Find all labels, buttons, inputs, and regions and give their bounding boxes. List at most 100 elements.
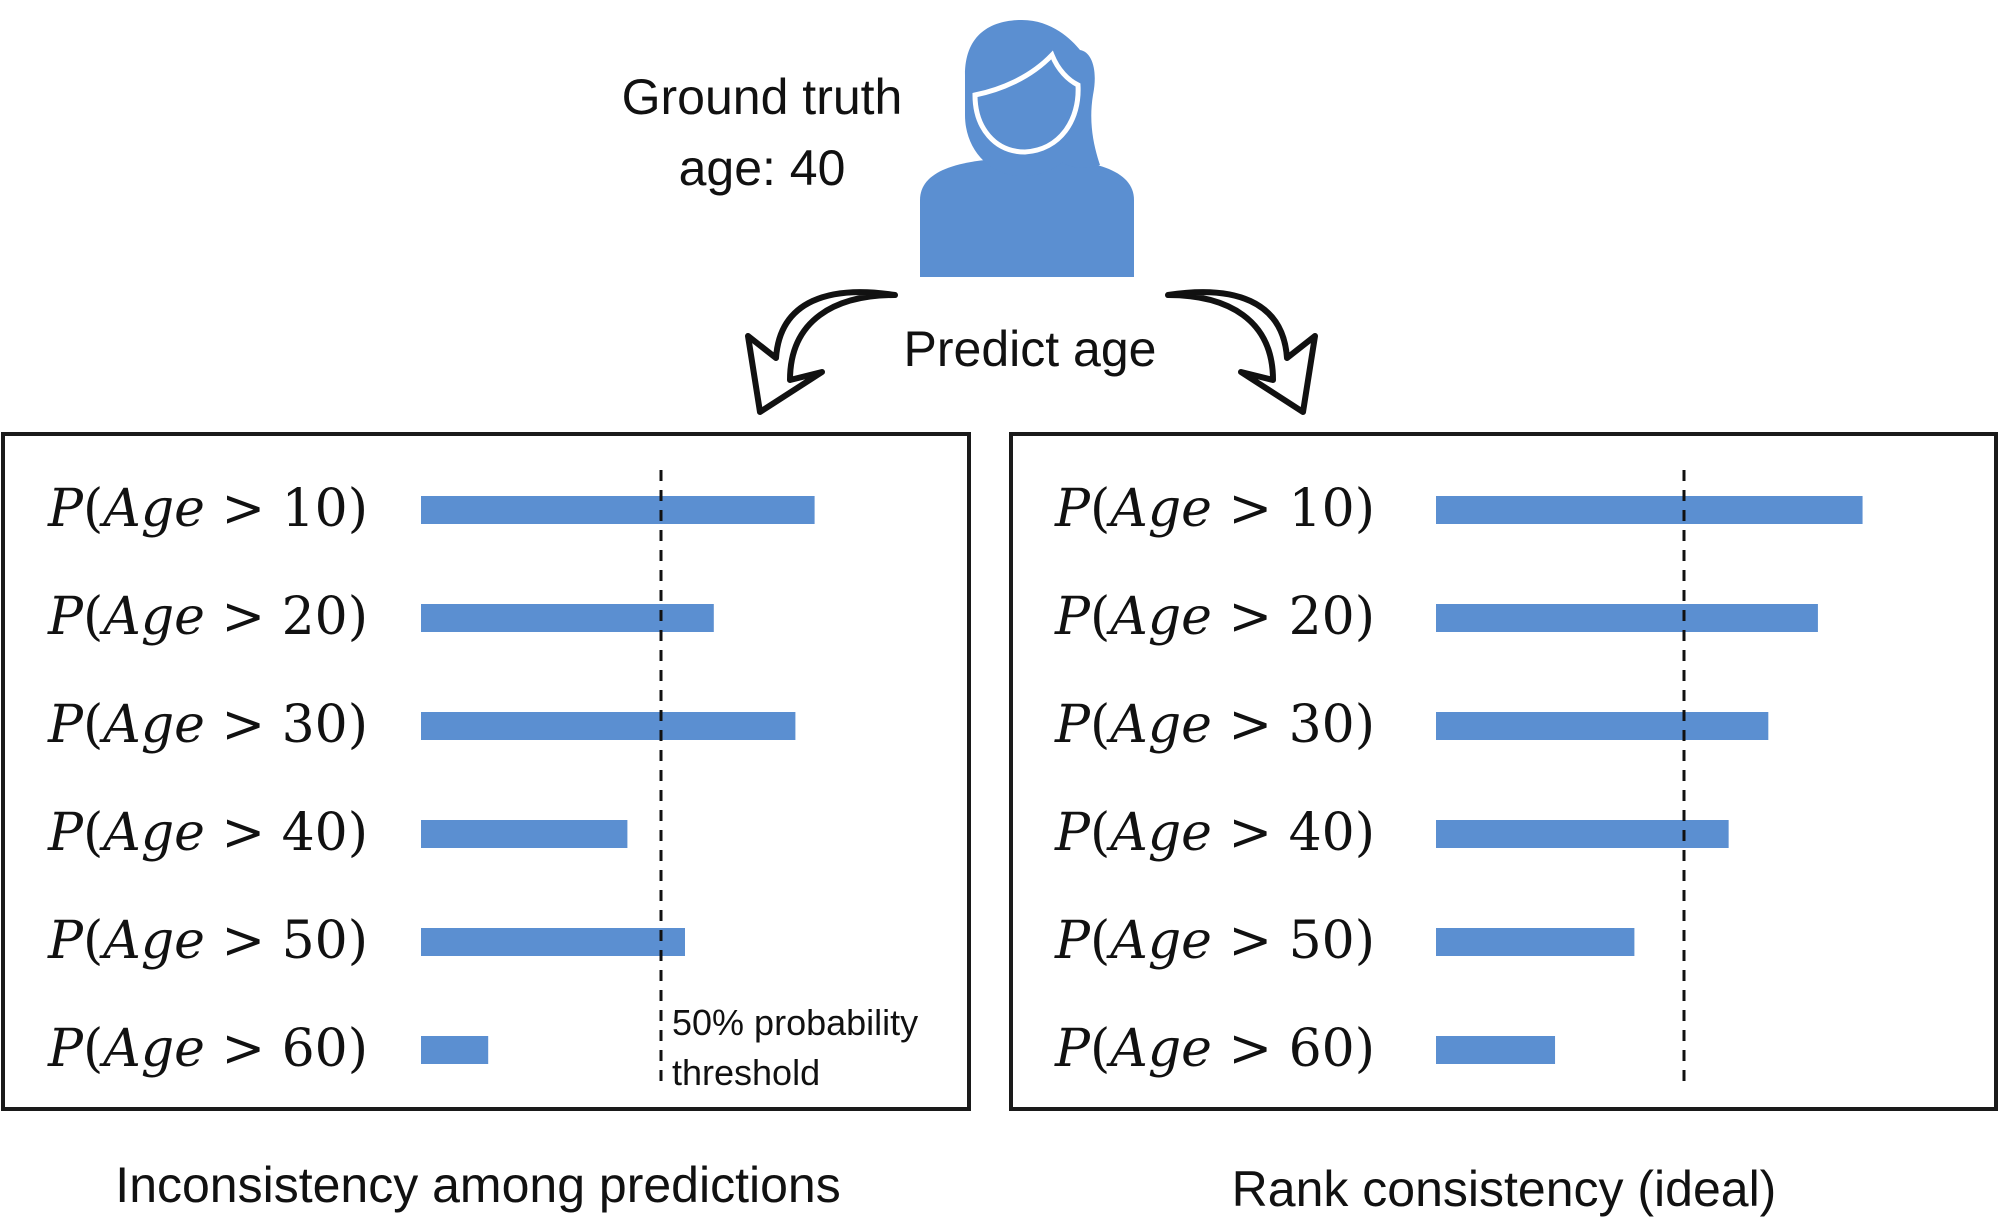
label-variable: Age <box>99 911 205 971</box>
right-panel: P(Age > 10)P(Age > 20)P(Age > 30)P(Age >… <box>1009 432 1998 1217</box>
label-prefix: P <box>1054 695 1091 755</box>
probability-label: P(Age > 40) <box>1054 803 1375 863</box>
label-prefix: P <box>47 479 84 539</box>
label-open-paren: ( <box>83 803 103 863</box>
label-variable: Age <box>99 1019 205 1079</box>
label-close-paren: ) <box>1355 479 1375 539</box>
label-threshold-age: 60 <box>282 1019 348 1079</box>
label-operator: > <box>205 1019 282 1079</box>
ground-truth-age-label: age: 40 <box>679 140 846 196</box>
label-variable: Age <box>1106 1019 1212 1079</box>
label-operator: > <box>1212 911 1289 971</box>
label-prefix: P <box>47 695 84 755</box>
probability-bar <box>1436 928 1635 956</box>
label-operator: > <box>1212 695 1289 755</box>
person-icon <box>920 20 1134 277</box>
probability-bar <box>421 1036 489 1064</box>
label-close-paren: ) <box>348 587 368 647</box>
label-open-paren: ( <box>1090 695 1110 755</box>
probability-label: P(Age > 40) <box>47 803 368 863</box>
predict-age-label: Predict age <box>904 321 1157 377</box>
label-open-paren: ( <box>83 1019 103 1079</box>
label-open-paren: ( <box>1090 803 1110 863</box>
label-open-paren: ( <box>83 479 103 539</box>
label-threshold-age: 10 <box>282 479 348 539</box>
probability-bar <box>1436 604 1818 632</box>
label-operator: > <box>205 695 282 755</box>
probability-bar <box>421 496 815 524</box>
probability-bar <box>421 712 796 740</box>
label-variable: Age <box>99 479 205 539</box>
label-close-paren: ) <box>348 695 368 755</box>
threshold-label-line2: threshold <box>672 1052 820 1093</box>
label-operator: > <box>1212 479 1289 539</box>
label-threshold-age: 20 <box>282 587 348 647</box>
label-variable: Age <box>99 587 205 647</box>
label-open-paren: ( <box>83 911 103 971</box>
probability-bar <box>421 928 685 956</box>
label-close-paren: ) <box>348 479 368 539</box>
probability-bar <box>421 820 628 848</box>
label-threshold-age: 40 <box>1289 803 1355 863</box>
label-variable: Age <box>99 695 205 755</box>
left-panel-frame <box>1 432 971 1111</box>
left-panel: P(Age > 10)P(Age > 20)P(Age > 30)P(Age >… <box>1 432 971 1213</box>
curved-arrow-right-icon <box>1165 289 1318 415</box>
probability-label: P(Age > 60) <box>47 1019 368 1079</box>
probability-bar <box>421 604 714 632</box>
label-threshold-age: 30 <box>282 695 348 755</box>
label-close-paren: ) <box>1355 587 1375 647</box>
probability-bar <box>1436 820 1729 848</box>
label-close-paren: ) <box>348 1019 368 1079</box>
label-variable: Age <box>1106 803 1212 863</box>
label-prefix: P <box>1054 803 1091 863</box>
probability-bar <box>1436 1036 1556 1064</box>
curved-arrow-left-icon <box>745 289 898 415</box>
label-variable: Age <box>99 803 205 863</box>
probability-label: P(Age > 50) <box>47 911 368 971</box>
label-close-paren: ) <box>1355 803 1375 863</box>
label-close-paren: ) <box>348 803 368 863</box>
label-open-paren: ( <box>1090 587 1110 647</box>
label-close-paren: ) <box>1355 911 1375 971</box>
label-close-paren: ) <box>1355 695 1375 755</box>
probability-label: P(Age > 60) <box>1054 1019 1375 1079</box>
label-prefix: P <box>47 803 84 863</box>
label-operator: > <box>1212 1019 1289 1079</box>
label-threshold-age: 30 <box>1289 695 1355 755</box>
label-prefix: P <box>1054 1019 1091 1079</box>
label-prefix: P <box>47 911 84 971</box>
label-prefix: P <box>1054 587 1091 647</box>
label-operator: > <box>205 803 282 863</box>
label-operator: > <box>205 479 282 539</box>
label-open-paren: ( <box>1090 1019 1110 1079</box>
label-prefix: P <box>1054 479 1091 539</box>
left-panel-caption: Inconsistency among predictions <box>115 1157 840 1213</box>
label-operator: > <box>205 911 282 971</box>
label-threshold-age: 50 <box>1289 911 1355 971</box>
label-variable: Age <box>1106 587 1212 647</box>
label-threshold-age: 60 <box>1289 1019 1355 1079</box>
label-open-paren: ( <box>83 587 103 647</box>
threshold-label-line1: 50% probability <box>672 1002 918 1043</box>
label-threshold-age: 10 <box>1289 479 1355 539</box>
label-prefix: P <box>47 587 84 647</box>
label-operator: > <box>1212 587 1289 647</box>
label-close-paren: ) <box>1355 1019 1375 1079</box>
label-prefix: P <box>1054 911 1091 971</box>
label-variable: Age <box>1106 911 1212 971</box>
probability-label: P(Age > 30) <box>47 695 368 755</box>
ground-truth-label: Ground truth <box>622 69 903 125</box>
right-panel-caption: Rank consistency (ideal) <box>1232 1161 1777 1217</box>
probability-label: P(Age > 20) <box>47 587 368 647</box>
probability-label: P(Age > 30) <box>1054 695 1375 755</box>
probability-label: P(Age > 10) <box>1054 479 1375 539</box>
label-open-paren: ( <box>1090 479 1110 539</box>
label-open-paren: ( <box>1090 911 1110 971</box>
label-variable: Age <box>1106 479 1212 539</box>
probability-bar <box>1436 712 1769 740</box>
probability-bar <box>1436 496 1863 524</box>
label-prefix: P <box>47 1019 84 1079</box>
label-threshold-age: 50 <box>282 911 348 971</box>
